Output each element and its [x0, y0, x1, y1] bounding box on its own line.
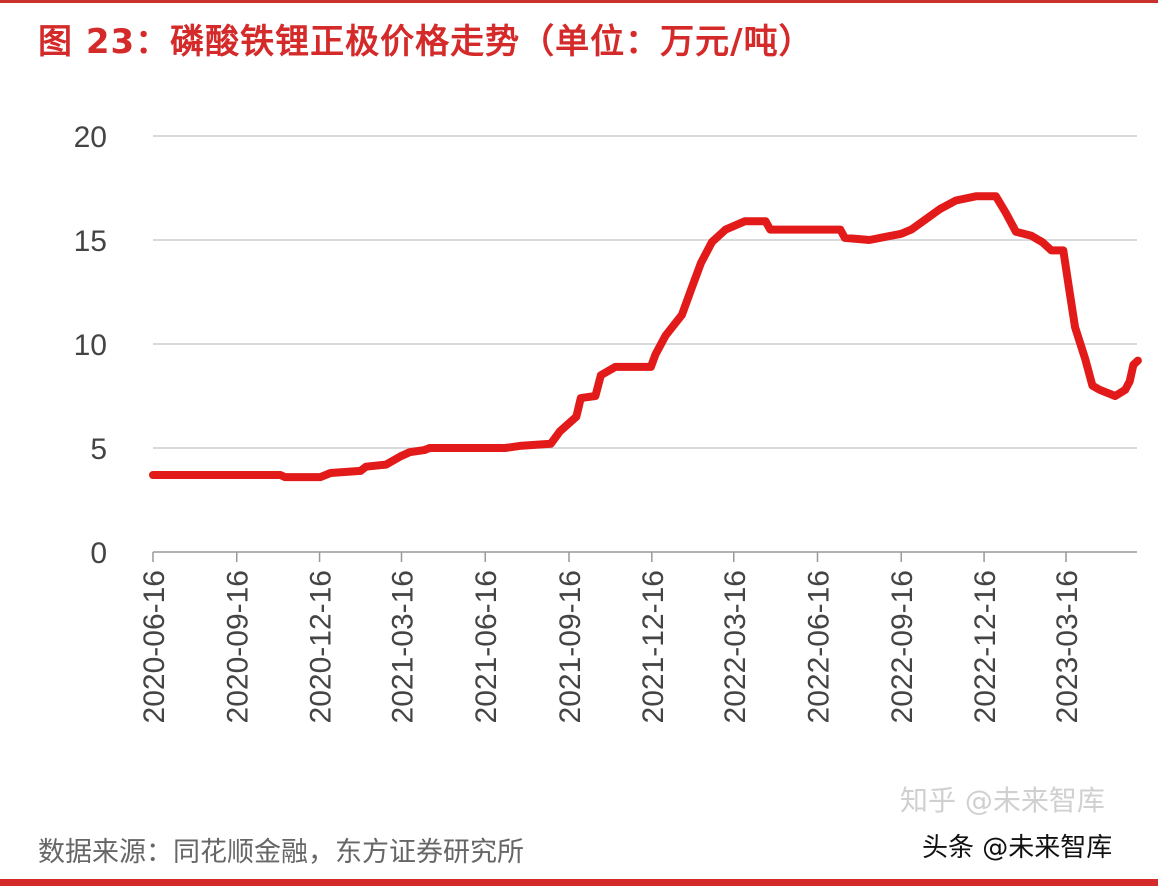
- x-tick-label: 2022-06-16: [802, 570, 835, 723]
- watermark-toutiao: 头条 @未来智库: [922, 833, 1113, 863]
- watermark-zhihu: 知乎 @未来智库: [900, 784, 1105, 817]
- x-tick-label: 2021-09-16: [554, 570, 587, 723]
- chart-title: 图 23：磷酸铁锂正极价格走势（单位：万元/吨）: [38, 22, 814, 62]
- x-tick-label: 2022-12-16: [969, 570, 1002, 723]
- x-tick-label: 2022-09-16: [886, 570, 919, 723]
- x-tick-label: 2020-09-16: [222, 570, 255, 723]
- x-tick-label: 2021-03-16: [387, 570, 420, 723]
- y-tick-label: 15: [74, 225, 107, 258]
- price-line: [149, 192, 1142, 482]
- x-tick-label: 2023-03-16: [1051, 570, 1084, 723]
- bottom-rule: [0, 879, 1158, 886]
- x-tick-label: 2020-12-16: [305, 570, 338, 723]
- source-note: 数据来源：同花顺金融，东方证券研究所: [38, 837, 524, 868]
- y-tick-label: 20: [74, 121, 107, 154]
- x-tick-label: 2021-06-16: [470, 570, 503, 723]
- y-tick-label: 5: [90, 433, 107, 466]
- x-tick-label: 2020-06-16: [138, 570, 171, 723]
- x-tick-label: 2021-12-16: [637, 570, 670, 723]
- y-tick-label: 10: [74, 329, 107, 362]
- y-tick-label: 0: [90, 537, 107, 570]
- top-rule: [0, 0, 1158, 3]
- x-tick-label: 2022-03-16: [719, 570, 752, 723]
